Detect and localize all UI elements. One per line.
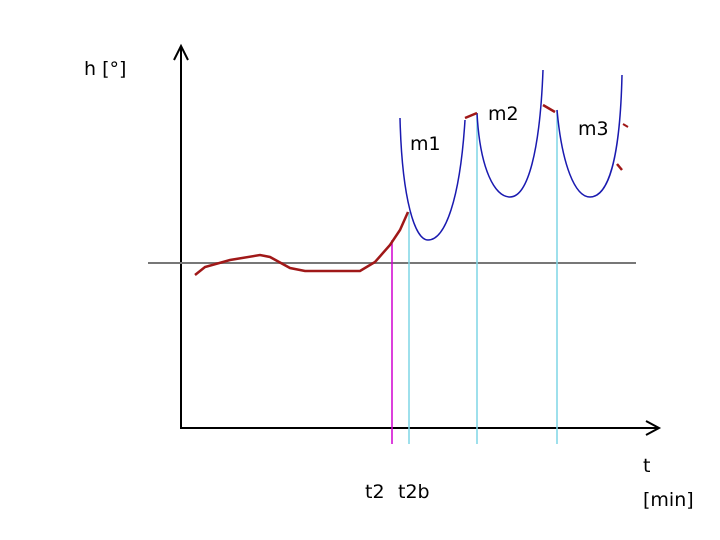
measured-segment — [622, 123, 629, 128]
measured-curve — [194, 211, 410, 276]
m2-curve — [476, 69, 544, 198]
x-axis-arrow — [645, 420, 662, 436]
x-axis-symbol: t — [643, 455, 650, 477]
curve-label: m3 — [578, 118, 609, 140]
measured-segment — [616, 163, 623, 171]
m1-curve — [399, 117, 466, 241]
time-marker-label: t2 — [365, 481, 385, 503]
y-axis-label: h [°] — [84, 58, 126, 80]
measured-segment — [464, 111, 478, 120]
measured-segment — [542, 103, 556, 114]
m3-curve — [556, 74, 623, 198]
time-marker-label: t2b — [398, 481, 430, 503]
y-axis-arrow — [173, 43, 189, 61]
curve-label: m1 — [410, 133, 441, 155]
curve-label: m2 — [488, 103, 519, 125]
x-axis-unit: [min] — [643, 489, 694, 511]
